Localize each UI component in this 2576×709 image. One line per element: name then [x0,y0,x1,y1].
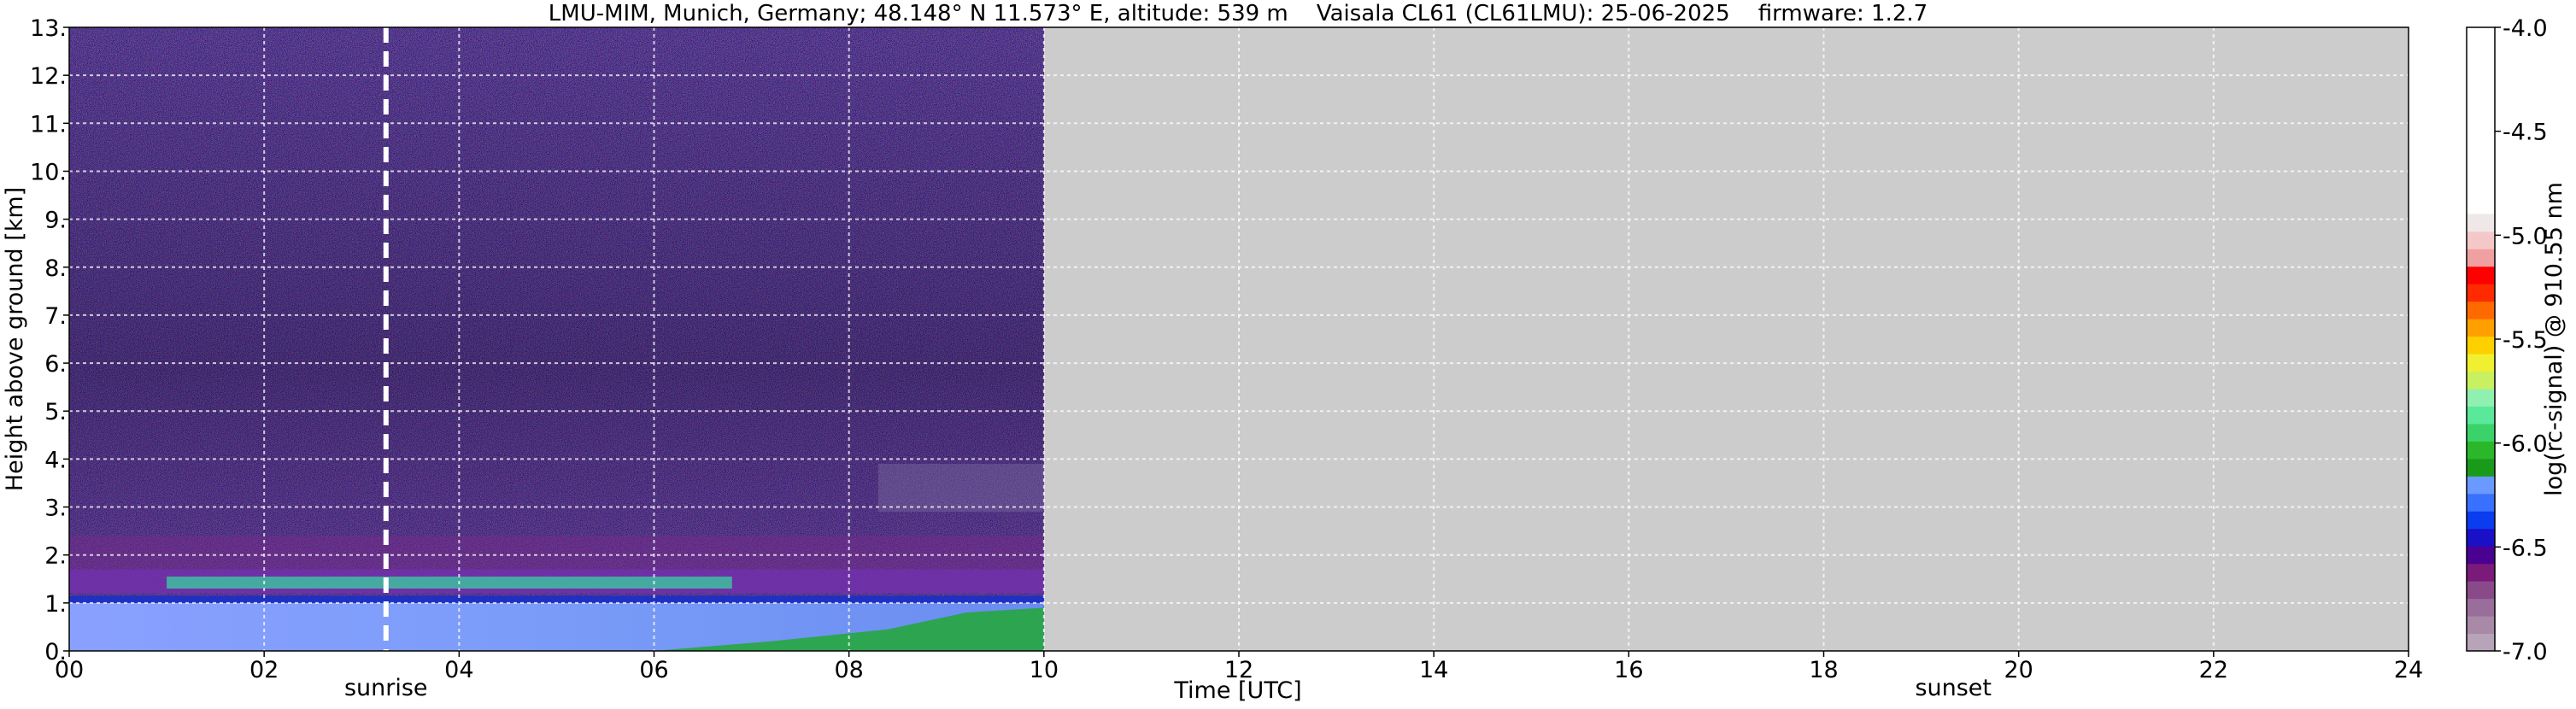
y-tick-label: 11. [30,111,67,138]
colorbar-swatch [2467,319,2495,337]
colorbar-swatch [2467,458,2495,477]
y-tick-label: 0. [44,639,67,665]
colorbar-swatch [2467,301,2495,319]
colorbar-swatch [2467,441,2495,460]
y-tick-label: 10. [30,159,67,185]
colorbar-label: log(rc-signal) @ 910.55 nm [2541,182,2567,496]
y-tick-label: 9. [44,208,67,234]
colorbar-swatch [2467,266,2495,284]
colorbar-swatch [2467,528,2495,547]
colorbar-tick-label: -5.0 [2503,223,2548,249]
colorbar-tick-label: -7.0 [2503,639,2548,665]
y-axis-label: Height above ground [km] [2,187,28,491]
x-tick-label: 12 [1224,657,1253,683]
y-tick-label: 6. [44,351,67,378]
colorbar-swatch [2467,249,2495,267]
x-tick-label: 02 [249,657,279,683]
y-tick-label: 5. [44,399,67,425]
layer-aerosol-core [167,576,732,589]
y-tick-label: 12. [30,63,67,90]
x-tick-label: 08 [834,657,863,683]
colorbar-tick-label: -4.5 [2503,120,2548,146]
x-tick-label: 06 [639,657,668,683]
x-tick-label: 14 [1419,657,1448,683]
event-label-sunset: sunset [1915,675,1992,701]
x-tick-label: 18 [1809,657,1838,683]
x-tick-label: 24 [2394,657,2423,683]
colorbar-swatch [2467,598,2495,617]
colorbar-swatch [2467,214,2495,232]
x-tick-label: 16 [1614,657,1643,683]
x-tick-label: 00 [55,657,84,683]
plot-area [69,27,2409,651]
colorbar-swatch [2467,581,2495,600]
colorbar-swatch [2467,563,2495,582]
colorbar-swatch [2467,336,2495,354]
colorbar-swatch [2467,389,2495,407]
colorbar-tick-label: -4.0 [2503,15,2548,42]
colorbar-swatch [2467,284,2495,302]
y-tick-label: 3. [44,495,67,522]
colorbar-swatch [2467,476,2495,495]
layer-residual-layer-dark-band [69,595,1044,603]
y-tick-label: 13. [30,15,67,42]
noise-fade [69,27,1044,651]
y-tick-label: 4. [44,447,67,473]
colorbar-swatch [2467,546,2495,565]
colorbar-swatch [2467,423,2495,442]
colorbar-swatch [2467,493,2495,512]
x-tick-label: 20 [2004,657,2033,683]
y-tick-label: 1. [44,591,67,618]
y-tick-label: 2. [44,543,67,570]
layer-faint-elevated-layer [877,464,1044,513]
colorbar-swatch [2467,406,2495,425]
colorbar-swatch [2467,371,2495,390]
colorbar-swatch [2467,616,2495,635]
x-axis-label: Time [UTC] [1173,677,1301,704]
colorbar-tick-label: -6.5 [2503,535,2548,561]
colorbar-tick-label: -6.0 [2503,431,2548,458]
colorbar-tick-label: -5.5 [2503,327,2548,354]
axes: 00 02 04 06 08 10 12 14 16 18 20 22 24 0. 1. 2. 3. 4. 5. 6.… [30,15,2423,701]
event-label-sunrise: sunrise [344,675,428,701]
colorbar: -4.0 -4.5 -5.0 -5.5 -6.0 -6.5 -7.0 [2466,15,2548,665]
colorbar-swatch [2467,633,2495,652]
colorbar-swatch [2467,27,2495,214]
x-tick-label: 22 [2199,657,2228,683]
grid [69,27,2409,651]
layer-near-surface [654,607,1044,651]
colorbar-swatch [2467,511,2495,530]
y-tick-label: 8. [44,255,67,282]
x-tick-label: 04 [444,657,473,683]
colorbar-swatch [2467,354,2495,372]
y-tick-label: 7. [44,303,67,330]
x-tick-label: 10 [1030,657,1059,683]
colorbar-swatch [2467,231,2495,249]
chart-title: LMU-MIM, Munich, Germany; 48.148° N 11.5… [549,1,1928,26]
